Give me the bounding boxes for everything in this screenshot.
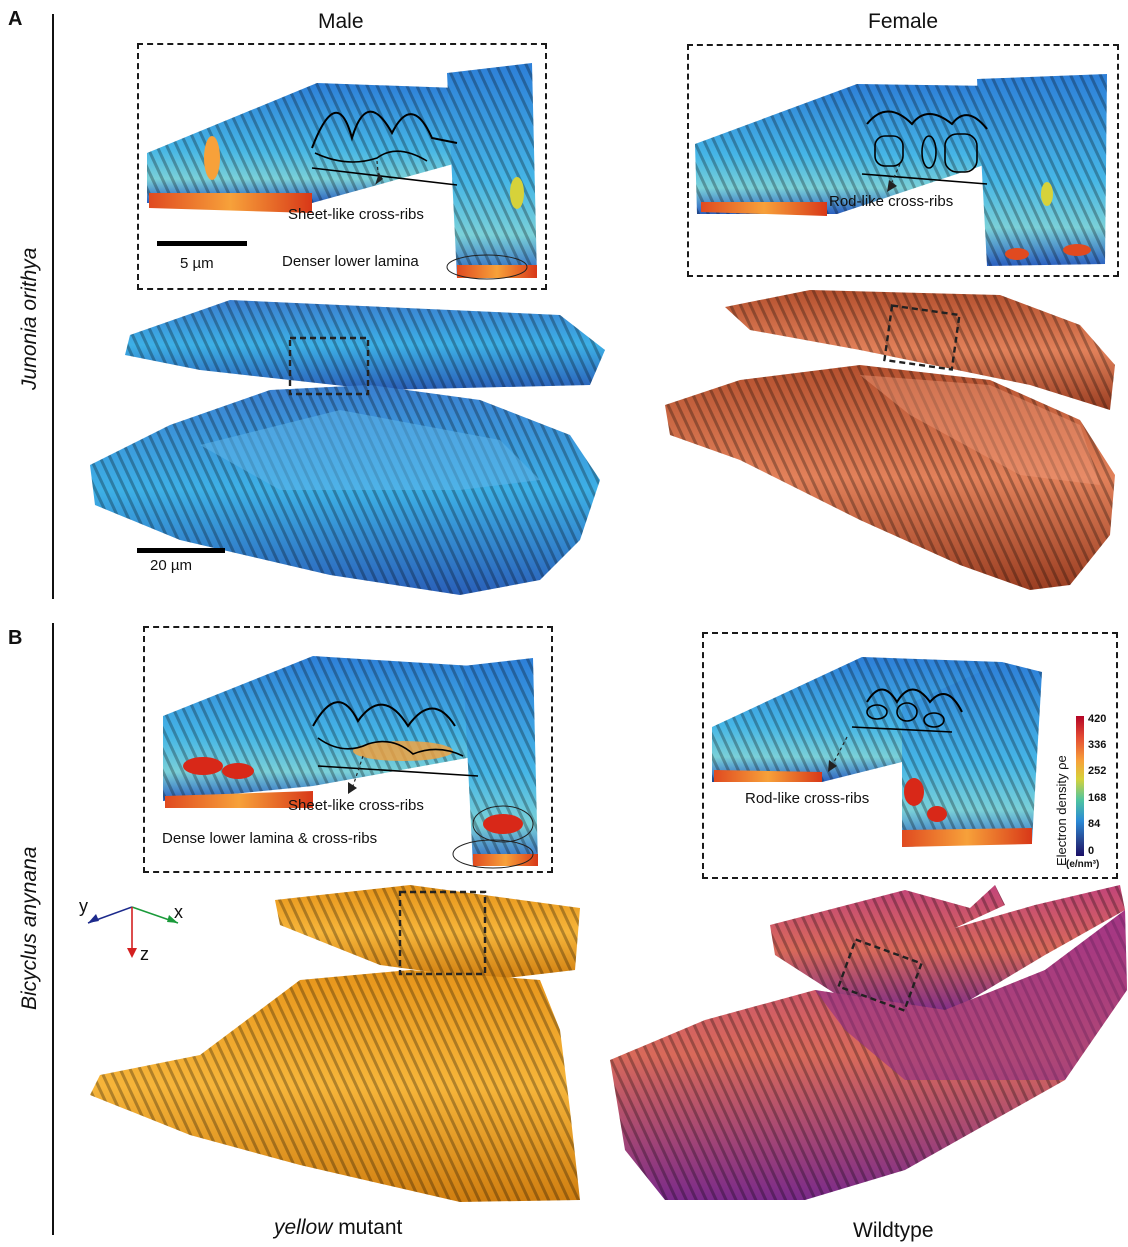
colorbar-tick: 252 (1088, 765, 1107, 777)
scale-label-main: 20 µm (150, 557, 192, 574)
caption-mutant-italic: yellow (274, 1216, 333, 1239)
inset-render-b-wildtype (712, 657, 1042, 847)
colorbar-title: Electron density ρe (1054, 755, 1069, 866)
colorbar-unit: (e/nm³) (1066, 859, 1100, 870)
colorbar-tick: 420 (1088, 713, 1107, 725)
inset-box-a-male (137, 43, 547, 290)
label-b-mutant-lamina: Dense lower lamina & cross-ribs (162, 830, 378, 847)
panel-a-divider (52, 14, 54, 599)
caption-mutant-rest: mutant (332, 1216, 403, 1239)
caption-wildtype: Wildtype (853, 1219, 934, 1242)
colorbar (1076, 716, 1084, 856)
panel-b-divider (52, 623, 54, 1235)
inset-render-a-female (695, 74, 1107, 266)
inset-box-a-female (687, 44, 1119, 277)
species-label-b: Bicyclus anynana (18, 846, 41, 1010)
colorbar-tick: 0 (1088, 845, 1095, 857)
column-title-female: Female (868, 10, 939, 33)
inset-render-b-mutant (163, 656, 538, 869)
scale-bar-main (137, 548, 225, 553)
scale-label-inset: 5 µm (180, 255, 214, 272)
caption-mutant: yellow mutant (274, 1216, 402, 1240)
axis-label-z: z (140, 944, 149, 964)
label-a-male-crossribs: Sheet-like cross-ribs (288, 206, 424, 223)
render-b-wildtype (610, 885, 1127, 1200)
label-a-female-crossribs: Rod-like cross-ribs (829, 193, 954, 210)
axis-label-y: y (79, 896, 88, 916)
panel-a-letter: A (8, 8, 23, 30)
column-title-male: Male (318, 10, 364, 33)
colorbar-tick: 336 (1088, 739, 1107, 751)
panel-b-letter: B (8, 627, 23, 649)
inset-render-a-male (147, 63, 537, 280)
inset-box-b-wildtype (702, 632, 1118, 879)
label-a-male-lamina: Denser lower lamina (282, 253, 419, 270)
inset-box-b-mutant (143, 626, 553, 873)
render-a-male (90, 300, 605, 595)
label-b-mutant-crossribs: Sheet-like cross-ribs (288, 797, 424, 814)
species-label-a: Junonia orithya (18, 247, 41, 390)
label-b-wildtype-crossribs: Rod-like cross-ribs (745, 790, 870, 807)
render-b-mutant (90, 885, 580, 1202)
axes-triad (87, 906, 179, 958)
colorbar-tick: 168 (1088, 792, 1107, 804)
colorbar-tick: 84 (1088, 818, 1101, 830)
scale-bar-inset (157, 241, 247, 246)
render-a-female (665, 290, 1115, 590)
axis-label-x: x (174, 902, 183, 922)
